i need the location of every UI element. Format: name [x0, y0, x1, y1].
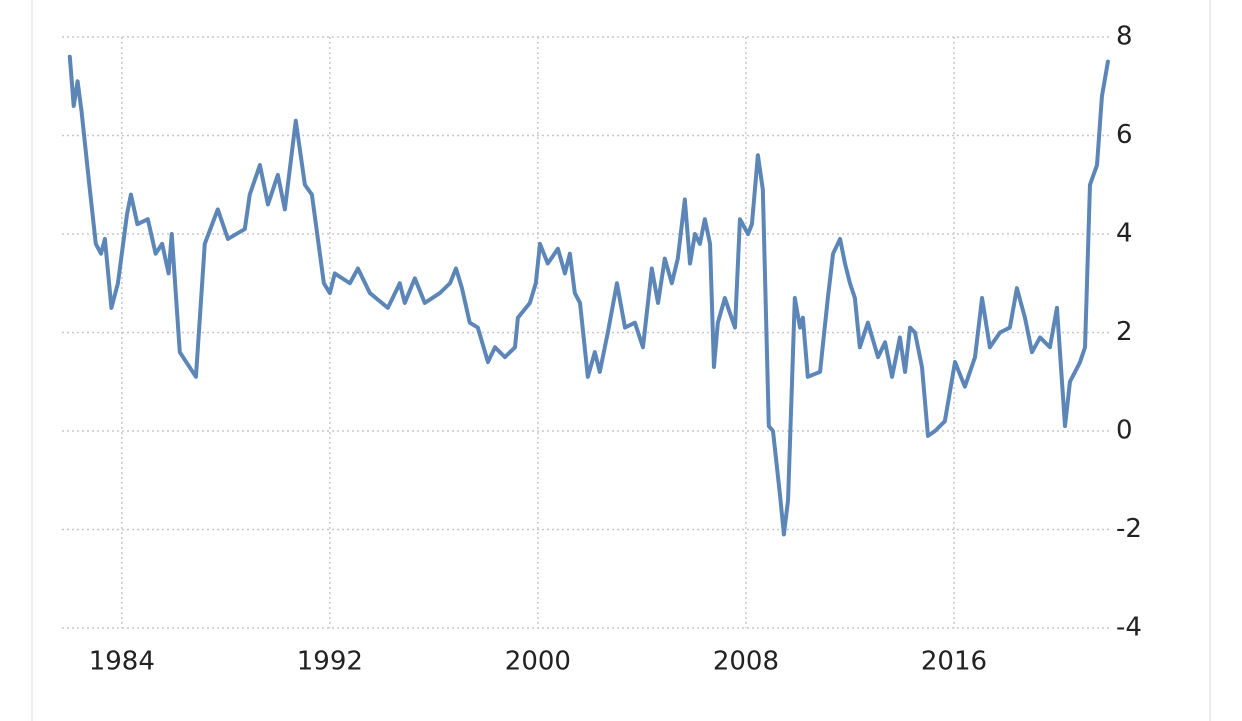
- y-tick-label: 4: [1116, 219, 1133, 249]
- y-tick-label: 8: [1116, 22, 1133, 52]
- y-tick-label: 0: [1116, 416, 1133, 446]
- data-line: [67, 54, 1110, 537]
- x-tick-label: 2000: [505, 647, 571, 677]
- x-tick-label: 1992: [297, 647, 363, 677]
- y-tick-label: -4: [1116, 613, 1142, 643]
- x-tick-label: 2016: [921, 647, 987, 677]
- y-tick-label: 6: [1116, 120, 1133, 150]
- x-tick-label: 1984: [89, 647, 155, 677]
- y-tick-label: 2: [1116, 317, 1133, 347]
- x-tick-label: 2008: [713, 647, 779, 677]
- y-tick-label: -2: [1116, 514, 1142, 544]
